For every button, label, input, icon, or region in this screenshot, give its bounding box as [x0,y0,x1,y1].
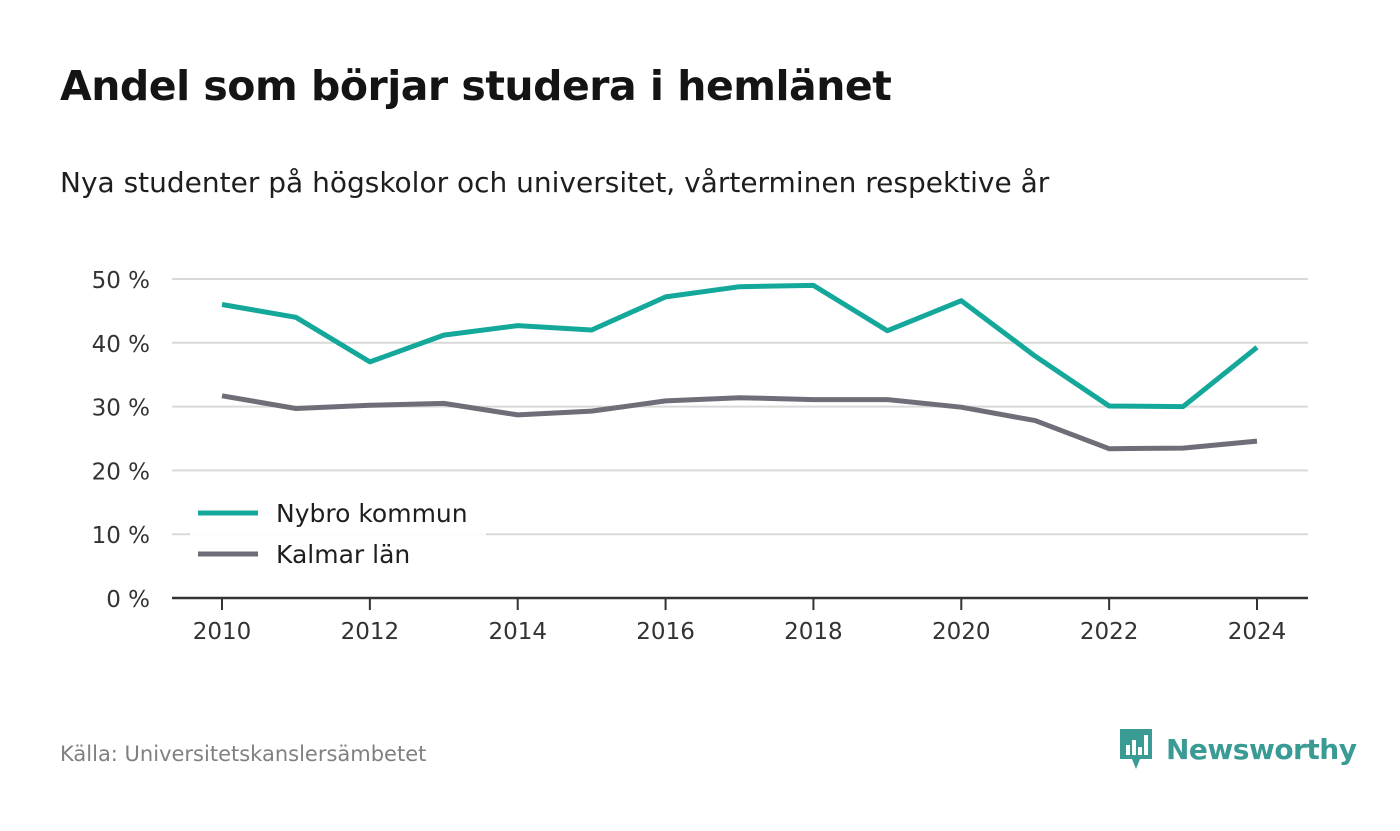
chart-subtitle: Nya studenter på högskolor och universit… [60,166,1050,199]
x-tick-label: 2022 [1080,619,1139,645]
axes: 0 % 10 % 20 % 30 % 40 % 50 % 2010 2012 2014 2016 2… [92,268,1308,645]
x-tick-label: 2012 [341,619,400,645]
x-tick-label: 2018 [784,619,843,645]
series-line-0 [221,282,1259,410]
legend-label: Kalmar län [276,540,410,569]
newsworthy-logo-icon [1120,729,1152,769]
brand-logo: Newsworthy [1118,727,1357,771]
y-tick-label: 10 % [92,523,150,549]
brand-name: Newsworthy [1166,732,1357,766]
series-line-1 [221,393,1258,452]
y-tick-label: 50 % [92,268,150,294]
source-note: Källa: Universitetskanslersämbetet [60,742,427,766]
x-tick-label: 2016 [636,619,695,645]
chart-title: Andel som börjar studera i hemlänet [60,62,892,110]
legend: Nybro kommun Kalmar län [190,490,486,580]
series-lines [221,282,1259,452]
legend-label: Nybro kommun [276,499,468,528]
x-tick-label: 2010 [193,619,252,645]
y-tick-label: 20 % [92,459,150,485]
y-tick-label: 40 % [92,332,150,358]
y-tick-label: 0 % [106,587,150,613]
y-tick-label: 30 % [92,396,150,422]
legend-background [190,490,486,580]
x-tick-label: 2014 [488,619,547,645]
x-tick-label: 2024 [1228,619,1287,645]
x-tick-label: 2020 [932,619,991,645]
